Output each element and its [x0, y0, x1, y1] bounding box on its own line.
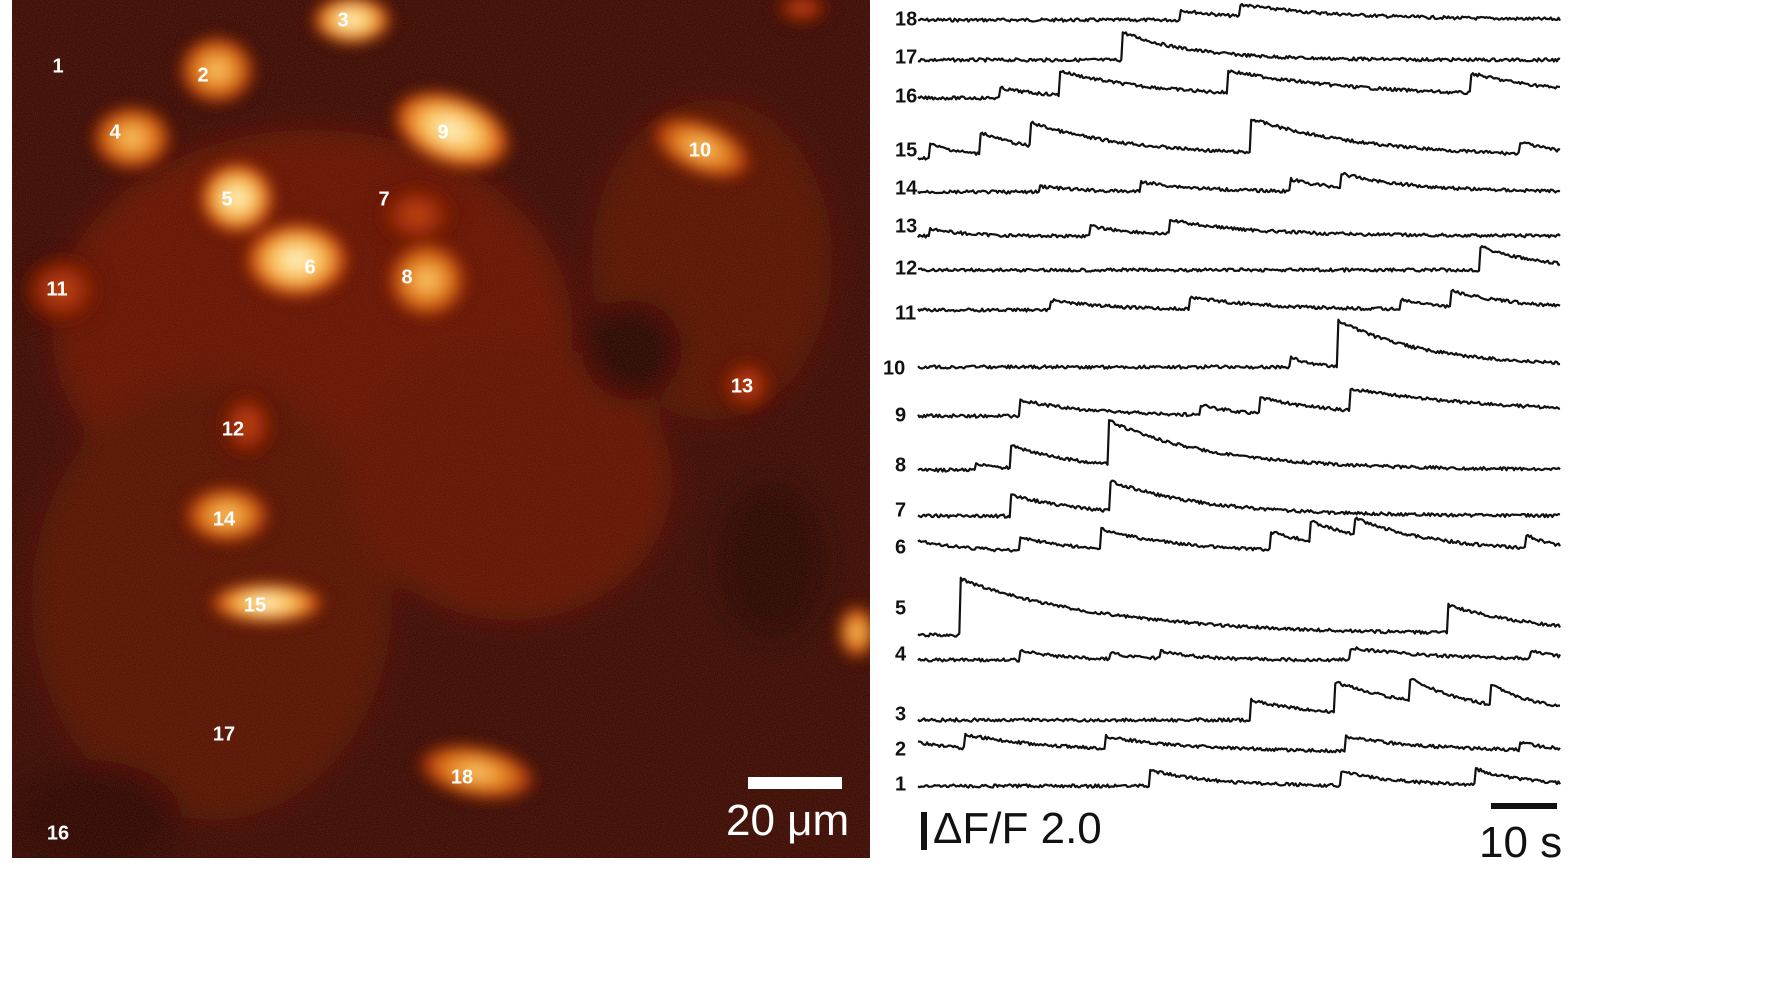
cell-label-9: 9: [437, 121, 449, 144]
cell-label-3: 3: [337, 9, 349, 32]
cell-label-6: 6: [304, 256, 316, 279]
cell-label-11: 11: [46, 278, 68, 301]
cell-label-12: 12: [221, 418, 245, 441]
trace-label-14: 14: [895, 177, 918, 200]
trace-label-10: 10: [883, 357, 906, 380]
trace-line-9: [917, 387, 1561, 419]
cell-label-10: 10: [688, 139, 712, 162]
trace-label-16: 16: [895, 85, 918, 108]
trace-line-7: [917, 479, 1561, 519]
scale-bar: [748, 777, 842, 789]
cell-label-1: 1: [52, 55, 64, 78]
trace-line-18: [917, 2, 1561, 23]
trace-line-10: [917, 318, 1561, 370]
calcium-traces: [917, 2, 1561, 789]
trace-label-9: 9: [895, 404, 907, 427]
cell-label-4: 4: [109, 121, 121, 144]
trace-line-15: [917, 118, 1561, 161]
trace-label-6: 6: [895, 536, 907, 559]
trace-line-8: [917, 419, 1561, 473]
trace-label-11: 11: [895, 302, 917, 325]
trace-line-13: [917, 218, 1561, 239]
trace-label-13: 13: [895, 215, 918, 238]
trace-label-17: 17: [895, 46, 918, 69]
trace-line-6: [917, 516, 1561, 553]
cell-label-8: 8: [401, 266, 413, 289]
cell-label-5: 5: [221, 188, 233, 211]
dff-scale-label: ΔF/F 2.0: [933, 804, 1102, 853]
scale-bar-label: 20 μm: [726, 796, 850, 845]
trace-line-16: [917, 69, 1560, 101]
cell-label-15: 15: [243, 594, 267, 617]
trace-line-2: [917, 732, 1561, 754]
trace-label-3: 3: [895, 703, 907, 726]
cell-label-7: 7: [378, 188, 390, 211]
time-scale-bar: [1491, 803, 1557, 809]
trace-label-7: 7: [895, 499, 907, 522]
cell-label-13: 13: [730, 375, 754, 398]
dff-scale-bar: [921, 812, 927, 850]
cell-label-2: 2: [197, 64, 209, 87]
trace-label-15: 15: [895, 139, 918, 162]
cell-label-14: 14: [212, 508, 236, 531]
time-scale-label: 10 s: [1479, 818, 1563, 867]
trace-line-11: [917, 288, 1561, 313]
cell-bodies: [17, 0, 870, 802]
trace-label-8: 8: [895, 454, 907, 477]
trace-line-1: [917, 767, 1561, 789]
trace-label-4: 4: [895, 643, 907, 666]
trace-label-2: 2: [895, 738, 907, 761]
trace-line-12: [917, 245, 1561, 273]
trace-label-12: 12: [895, 257, 918, 280]
trace-label-1: 1: [895, 773, 907, 796]
trace-line-5: [917, 576, 1561, 638]
trace-line-14: [917, 171, 1561, 195]
trace-line-4: [917, 646, 1561, 663]
fluorescence-image: 1 2 3 4 5 6 7 8 9 10 11 12 13 14 15 16 1…: [12, 0, 870, 858]
micrograph-svg: [12, 0, 870, 858]
cell-label-17: 17: [212, 723, 236, 746]
trace-label-5: 5: [895, 597, 907, 620]
cell-label-16: 16: [46, 822, 70, 845]
cell-label-18: 18: [450, 766, 474, 789]
trace-line-3: [917, 677, 1560, 723]
trace-line-17: [917, 31, 1561, 63]
trace-label-18: 18: [895, 8, 918, 31]
